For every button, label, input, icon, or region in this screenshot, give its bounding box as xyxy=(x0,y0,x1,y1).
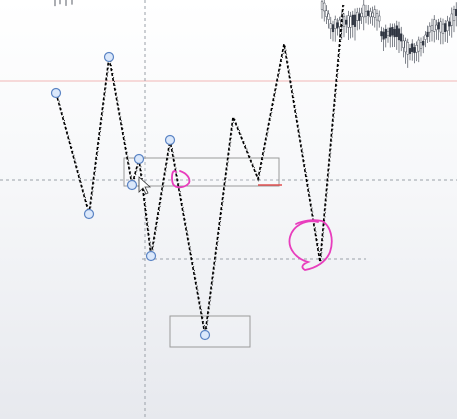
candle-body xyxy=(441,23,445,34)
candle-body xyxy=(375,13,379,21)
candle-body xyxy=(347,15,350,28)
anchor-point[interactable] xyxy=(50,87,62,99)
candle-body xyxy=(391,26,394,36)
candle-body xyxy=(369,11,372,18)
candle-body xyxy=(393,28,396,38)
candle-body xyxy=(325,10,328,17)
candle-body xyxy=(389,27,392,37)
candle-body xyxy=(435,24,438,30)
candle-body xyxy=(411,43,414,52)
candle-body xyxy=(437,22,440,30)
anchor-point[interactable] xyxy=(133,153,145,165)
pattern-anchor-points[interactable] xyxy=(50,51,211,341)
candle-body xyxy=(406,42,409,55)
selection-box-upper[interactable] xyxy=(123,157,280,187)
candle-body xyxy=(382,31,385,40)
candle-body xyxy=(428,25,431,33)
candle-body xyxy=(448,21,451,27)
candle-body xyxy=(444,23,447,32)
candle-body xyxy=(364,11,368,17)
candle-body xyxy=(360,12,363,17)
candle-body xyxy=(323,2,326,12)
candle-body xyxy=(373,9,376,18)
annotation-small-loop[interactable] xyxy=(171,170,191,189)
candle-body xyxy=(426,31,429,37)
candle-body xyxy=(402,40,405,48)
candle-body xyxy=(400,33,403,42)
anchor-point[interactable] xyxy=(199,329,211,341)
candle-body xyxy=(351,14,354,26)
candle-body xyxy=(338,19,341,27)
candle-body xyxy=(433,19,436,32)
candle-body xyxy=(358,13,361,21)
candle-body xyxy=(320,1,324,10)
candle-body xyxy=(384,28,387,39)
candle-body xyxy=(395,25,398,37)
candle-body xyxy=(450,13,453,26)
candle-body xyxy=(349,16,352,28)
candle-body xyxy=(452,9,456,22)
candle-body xyxy=(371,12,374,17)
candle-body xyxy=(404,40,407,53)
candle-body xyxy=(430,25,434,32)
candle-body xyxy=(439,21,442,33)
candle-body xyxy=(356,11,359,21)
anchor-point[interactable] xyxy=(145,250,157,262)
candle-body xyxy=(353,14,357,27)
candle-body xyxy=(362,4,365,18)
candlestick-series xyxy=(54,0,457,68)
candle-body xyxy=(367,10,370,16)
candle-body xyxy=(397,28,401,41)
candle-body xyxy=(413,47,416,54)
candle-body xyxy=(446,20,449,32)
anchor-point[interactable] xyxy=(126,179,138,191)
candle-body xyxy=(345,19,348,25)
candle-body xyxy=(336,22,339,29)
anchor-point[interactable] xyxy=(164,134,176,146)
candle-body xyxy=(380,31,383,37)
candle-body xyxy=(422,40,425,46)
candle-body xyxy=(329,23,332,29)
candle-body xyxy=(408,48,412,54)
candle-body xyxy=(419,42,423,49)
anchor-point[interactable] xyxy=(83,208,95,220)
candle-body xyxy=(331,24,335,33)
candle-body xyxy=(386,31,390,36)
candle-body xyxy=(342,16,346,27)
candle-body xyxy=(334,19,337,29)
anchor-point[interactable] xyxy=(103,51,115,63)
cursor-arrow-icon xyxy=(138,176,152,195)
annotation-large-loop[interactable] xyxy=(288,219,333,271)
selection-box-lower[interactable] xyxy=(169,315,251,348)
candle-body xyxy=(417,39,420,52)
candle-body xyxy=(327,13,330,20)
candle-body xyxy=(455,8,457,16)
candle-body xyxy=(378,15,381,22)
candle-body xyxy=(415,45,418,53)
candle-body xyxy=(424,34,427,40)
